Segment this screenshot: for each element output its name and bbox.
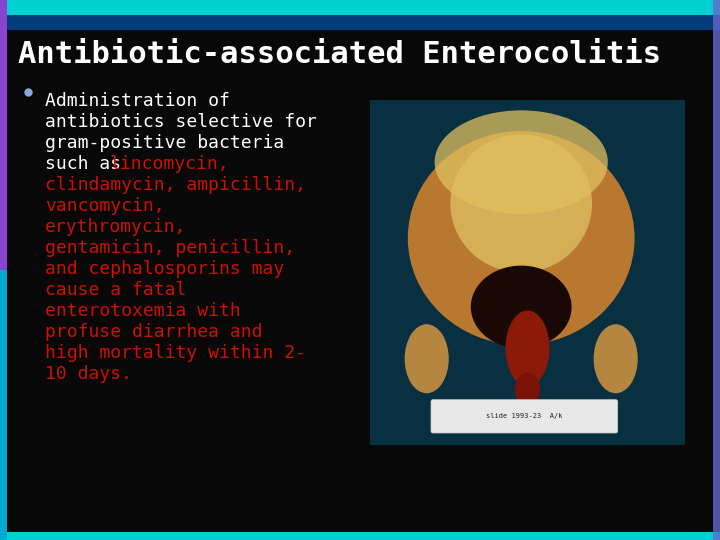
Ellipse shape [408, 131, 634, 345]
Ellipse shape [471, 266, 572, 348]
Ellipse shape [450, 134, 592, 273]
Text: lincomycin,: lincomycin, [109, 155, 230, 173]
Ellipse shape [505, 310, 549, 386]
Text: cause a fatal: cause a fatal [45, 281, 186, 299]
Bar [370, 100, 685, 445]
Ellipse shape [515, 373, 540, 407]
Ellipse shape [435, 110, 608, 214]
Bar [0, 15, 720, 30]
Text: antibiotics selective for: antibiotics selective for [45, 113, 317, 131]
Text: slide 1993-23  A/k: slide 1993-23 A/k [486, 413, 562, 420]
Bar [0, 0, 7, 270]
Text: vancomycin,: vancomycin, [45, 197, 165, 215]
FancyBboxPatch shape [431, 400, 618, 433]
Text: and cephalosporins may: and cephalosporins may [45, 260, 284, 278]
Text: gentamicin, penicillin,: gentamicin, penicillin, [45, 239, 295, 257]
Text: high mortality within 2-: high mortality within 2- [45, 344, 306, 362]
Text: 10 days.: 10 days. [45, 365, 132, 383]
Ellipse shape [594, 324, 638, 393]
Text: erythromycin,: erythromycin, [45, 218, 186, 236]
Text: enterotoxemia with: enterotoxemia with [45, 302, 240, 320]
Text: gram-positive bacteria: gram-positive bacteria [45, 134, 284, 152]
Text: such as: such as [45, 155, 132, 173]
Bar [0, 532, 720, 540]
Text: Administration of: Administration of [45, 92, 230, 110]
Bar [713, 0, 720, 540]
Text: clindamycin, ampicillin,: clindamycin, ampicillin, [45, 176, 306, 194]
Text: profuse diarrhea and: profuse diarrhea and [45, 323, 263, 341]
Bar [0, 270, 7, 540]
Bar [0, 0, 720, 15]
Ellipse shape [405, 324, 449, 393]
Text: Antibiotic-associated Enterocolitis: Antibiotic-associated Enterocolitis [18, 40, 661, 69]
